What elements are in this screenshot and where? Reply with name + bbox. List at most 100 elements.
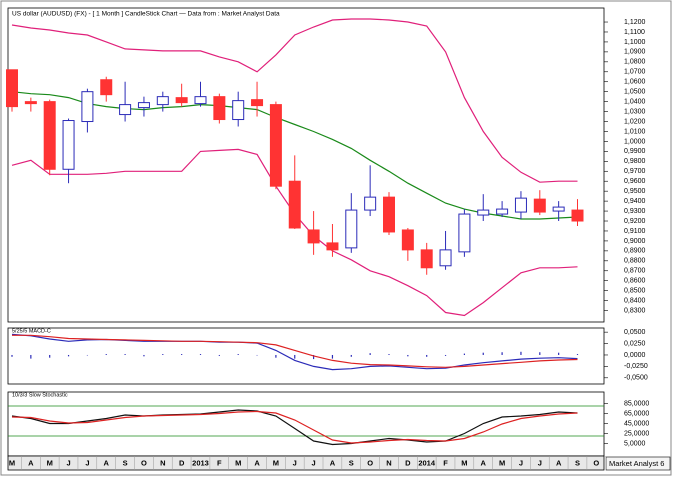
x-tick-label: M: [499, 458, 505, 467]
candle-body: [119, 104, 132, 116]
x-tick-label: O: [593, 458, 599, 467]
y-tick-label: 1,0200: [624, 118, 646, 125]
indicator-line: [11, 410, 578, 444]
y-tick-label: 1,0800: [624, 59, 646, 66]
candle-body: [439, 249, 452, 267]
x-tick-label: J: [85, 458, 89, 467]
candle-body: [62, 120, 75, 170]
candle-body: [156, 96, 169, 106]
x-tick-label: N: [386, 458, 391, 467]
x-tick-label: S: [123, 458, 128, 467]
y-tick-label: 1,0500: [624, 89, 646, 96]
candle-body: [477, 209, 490, 216]
y-tick-label: 45,0000: [624, 420, 649, 427]
candle-body: [364, 196, 377, 211]
y-tick-label: 0,8300: [624, 307, 646, 314]
x-tick-label: N: [160, 458, 165, 467]
x-tick-label: A: [104, 458, 110, 467]
candle-body: [81, 91, 94, 123]
candle-body: [6, 69, 18, 108]
y-tick-label: 1,0600: [624, 79, 646, 86]
y-tick-label: 0,0250: [624, 340, 646, 347]
y-tick-label: 0,9600: [624, 178, 646, 185]
y-tick-label: 1,0300: [624, 108, 646, 115]
x-tick-label: F: [443, 458, 448, 467]
x-tick-label: J: [66, 458, 70, 467]
candle-body: [213, 96, 226, 121]
band-line: [11, 18, 578, 183]
watermark: Market Analyst 6: [609, 459, 664, 468]
y-tick-label: 0,9000: [624, 238, 646, 245]
candle-body: [137, 102, 150, 109]
x-tick-label: M: [461, 458, 467, 467]
y-tick-label: 0,9800: [624, 158, 646, 165]
candle-body: [194, 96, 207, 105]
candle-body: [401, 229, 414, 251]
x-tick-label: M: [235, 458, 241, 467]
stochastic-panel: [7, 391, 605, 457]
y-tick-label: 0,9400: [624, 198, 646, 205]
y-tick-label: 1,0100: [624, 128, 646, 135]
stochastic-title: 10/3/3 Slow Stochastic: [12, 392, 68, 398]
x-tick-label: S: [349, 458, 354, 467]
price-panel: [7, 7, 605, 323]
candle-body: [326, 242, 339, 251]
x-tick-label: D: [405, 458, 411, 467]
y-tick-label: 1,0900: [624, 49, 646, 56]
x-tick-label: A: [254, 458, 260, 467]
candle-body: [383, 196, 395, 233]
y-tick-label: 0,8400: [624, 297, 646, 304]
candle-body: [420, 249, 433, 269]
macd-panel: [7, 327, 605, 385]
x-tick-label: A: [481, 458, 487, 467]
indicator-line: [12, 334, 578, 368]
candle-body: [175, 97, 188, 104]
y-tick-label: 0,9500: [624, 188, 646, 195]
x-tick-label: O: [367, 458, 373, 467]
y-tick-label: 0,9900: [624, 148, 646, 155]
y-tick-label: 0,9300: [624, 208, 646, 215]
y-tick-label: 0,8600: [624, 278, 646, 285]
x-tick-label: M: [9, 458, 15, 467]
candle-body: [552, 206, 565, 212]
x-tick-label: J: [538, 458, 542, 467]
x-tick-label: D: [179, 458, 185, 467]
x-axis-strip: [7, 455, 605, 471]
candle-body: [458, 213, 471, 253]
y-tick-label: 0,8700: [624, 268, 646, 275]
y-tick-label: 0,0500: [624, 329, 646, 336]
y-tick-label: 0,8800: [624, 258, 646, 265]
y-tick-label: 1,1200: [624, 19, 646, 26]
candle-body: [533, 198, 546, 213]
chart-title: US dollar (AUDUSD) (FX) - [ 1 Month ] Ca…: [12, 11, 280, 18]
y-tick-label: 1,1100: [624, 29, 645, 36]
candle-body: [251, 99, 264, 107]
candle-body: [24, 101, 37, 105]
y-tick-label: 1,0400: [624, 98, 646, 105]
y-tick-label: 65,0000: [624, 410, 649, 417]
x-tick-label: F: [217, 458, 222, 467]
candle-body: [496, 208, 509, 215]
y-tick-label: -0,0500: [624, 375, 648, 382]
y-tick-label: 0,9700: [624, 168, 646, 175]
y-tick-label: 0,9200: [624, 218, 646, 225]
indicator-line: [11, 409, 578, 446]
candle-body: [345, 209, 358, 249]
y-tick-label: 0,9100: [624, 228, 646, 235]
macd-title: 5/25/5 MACD-C: [12, 328, 51, 334]
y-tick-label: 25,0000: [624, 430, 649, 437]
x-tick-label: M: [47, 458, 53, 467]
candle-body: [100, 79, 113, 96]
candle-body: [269, 104, 282, 187]
x-tick-label: 2013: [192, 458, 209, 467]
x-tick-label: A: [330, 458, 336, 467]
x-tick-label: J: [312, 458, 316, 467]
y-tick-label: 1,0700: [624, 69, 646, 76]
y-tick-label: 5,0000: [624, 440, 646, 447]
x-tick-label: 2014: [418, 458, 436, 467]
candle-body: [43, 101, 56, 170]
x-tick-label: A: [28, 458, 34, 467]
x-tick-label: A: [556, 458, 562, 467]
candle-body: [288, 180, 301, 229]
